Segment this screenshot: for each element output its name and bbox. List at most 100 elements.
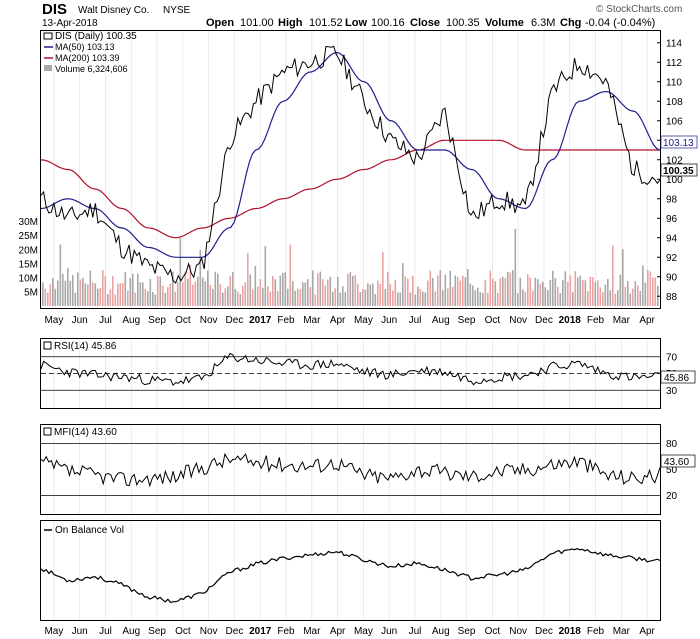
chg-label: Chg — [560, 17, 581, 29]
volume-bar — [152, 292, 154, 306]
volume-bar — [409, 292, 412, 306]
volume-bar — [72, 275, 74, 306]
volume-bar — [179, 238, 182, 306]
volume-bar — [287, 288, 289, 306]
volume-bar — [439, 270, 442, 306]
volume-bar — [54, 288, 57, 306]
volume-bar — [419, 289, 422, 306]
volume-bar — [314, 294, 317, 306]
legend-ma50: MA(50) 103.13 — [55, 42, 115, 52]
volume-bar — [599, 287, 602, 306]
price-tick-label: 110 — [666, 77, 682, 88]
volume-bar — [214, 271, 217, 306]
volume-bar — [222, 292, 224, 306]
volume-bar — [404, 276, 407, 306]
volume-bar — [632, 288, 634, 306]
volume-bar — [612, 245, 614, 306]
volume-bar — [574, 271, 577, 306]
price-tick-label: 100 — [666, 175, 683, 186]
volume-bar — [132, 273, 134, 306]
header-date: 13-Apr-2018 — [42, 18, 98, 29]
month-label: Nov — [509, 315, 527, 326]
volume-bar — [137, 273, 139, 306]
volume-bar — [544, 287, 547, 306]
volume-bar — [579, 275, 582, 306]
month-label: Feb — [277, 315, 295, 326]
price-tick-label: 102 — [666, 155, 683, 166]
month-label: Oct — [175, 626, 191, 637]
obv-legend: On Balance Vol — [55, 525, 124, 536]
volume-bar — [247, 252, 249, 306]
volume-bar — [182, 282, 184, 306]
price-panel-frame — [40, 30, 661, 309]
volume-bar — [299, 289, 302, 306]
volume-bar — [344, 292, 347, 306]
volume-bar — [402, 263, 404, 306]
price-tick-label: 94 — [666, 233, 678, 244]
volume-bar — [199, 249, 202, 306]
volume-bar — [482, 293, 484, 306]
volume-bar — [572, 292, 574, 306]
volume-bar — [112, 276, 114, 306]
mfi-tick-label: 20 — [666, 491, 678, 502]
volume-bar — [319, 271, 322, 306]
volume-bar — [362, 289, 364, 306]
volume-bar — [87, 284, 89, 306]
month-label: May — [354, 315, 373, 326]
price-tick-label: 98 — [666, 194, 678, 205]
volume-bar — [549, 279, 552, 306]
volume-bar — [367, 283, 369, 306]
volume-bar — [547, 290, 549, 306]
volume-bar — [262, 287, 264, 306]
volume-bar — [357, 283, 359, 306]
last-price-badge: 100.35 — [660, 163, 698, 177]
volume-bar — [297, 288, 299, 306]
rsi-last: 45.86 — [664, 373, 689, 384]
legend-ma200: MA(200) 103.39 — [55, 53, 120, 63]
volume-bar — [162, 285, 164, 306]
volume-bar — [157, 276, 159, 306]
volume-bar — [239, 294, 242, 306]
mfi-legend: MFI(14) 43.60 — [54, 427, 117, 438]
volume-bar — [229, 276, 232, 306]
volume-bar — [67, 267, 69, 306]
price-tick-label: 112 — [666, 58, 682, 69]
volume-bar — [272, 275, 274, 306]
volume-bar — [294, 290, 297, 306]
last-ma50-badge: 103.13 — [660, 135, 698, 149]
volume-bar — [224, 288, 227, 306]
rsi-legend-box — [43, 341, 52, 350]
last-ma50: 103.13 — [663, 138, 694, 149]
volume-bar — [144, 288, 147, 306]
month-label: May — [44, 315, 63, 326]
volume-bar — [47, 292, 49, 306]
volume-bar — [587, 291, 589, 306]
volume-bar — [479, 292, 482, 306]
volume-bar — [417, 286, 419, 306]
volume-bar — [254, 265, 257, 306]
month-axis-top: May Jun Jul Aug Sep Oct Nov Dec 2017 Feb Mar Apr May… — [44, 315, 655, 326]
high-label: High — [278, 17, 303, 29]
rsi-tick-label: 70 — [666, 352, 678, 363]
volume-bar — [147, 291, 149, 306]
volume-bar — [512, 270, 514, 306]
volume-bar — [202, 277, 204, 306]
mfi-panel-frame — [40, 424, 661, 515]
volume-bar — [159, 276, 162, 306]
volume-bar — [647, 269, 649, 306]
month-label: May — [44, 626, 63, 637]
volume-bar — [494, 281, 497, 306]
volume-bar — [534, 277, 537, 306]
volume-bar — [469, 283, 472, 306]
volume-bar — [97, 288, 99, 306]
month-label: Apr — [639, 315, 655, 326]
volume-bar — [569, 275, 572, 306]
mfi-axis: 20 50 80 — [666, 439, 678, 502]
volume-bar — [454, 275, 457, 306]
volume-bar — [317, 273, 319, 306]
month-label: Mar — [613, 315, 631, 326]
volume-bar — [277, 291, 279, 306]
volume-bar — [557, 286, 559, 306]
volume-bar — [617, 290, 619, 306]
volume-bar — [174, 291, 177, 306]
